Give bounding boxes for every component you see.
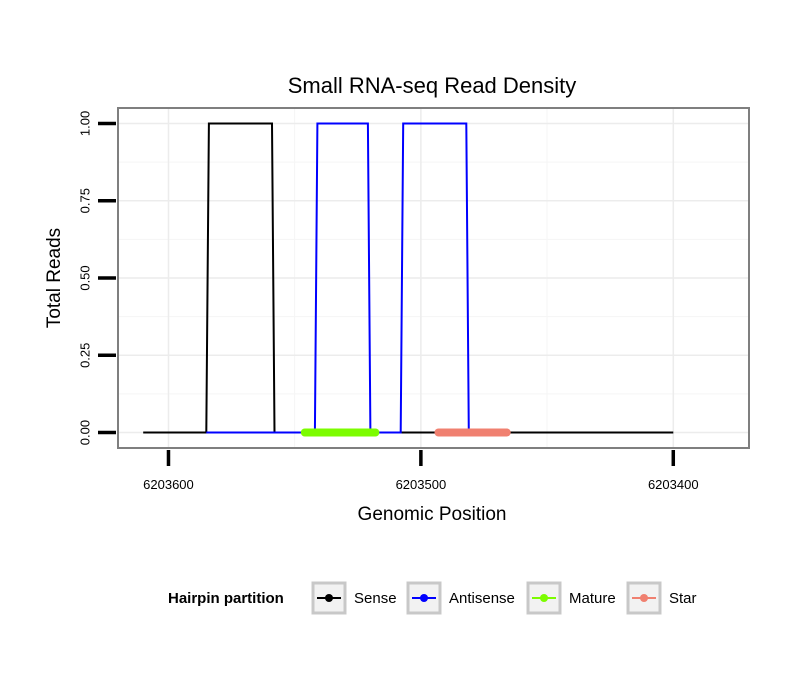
legend-label-antisense: Antisense: [449, 590, 515, 607]
x-axis-title: Genomic Position: [358, 504, 507, 525]
y-tick-label: 0.50: [77, 265, 92, 290]
legend-key-dot: [325, 594, 333, 602]
y-tick-label: 0.00: [77, 420, 92, 445]
series-antisense-line: [206, 122, 470, 434]
x-axis: 6203600 6203500 6203400: [143, 450, 699, 492]
legend-key-dot: [540, 594, 548, 602]
panel-border: [117, 107, 750, 449]
legend-key-dot: [640, 594, 648, 602]
chart-title: Small RNA-seq Read Density: [288, 73, 577, 98]
legend: Hairpin partition Sense Antisense Mature St…: [168, 581, 697, 615]
y-tick-label: 0.75: [77, 188, 92, 213]
x-tick-label: 6203400: [648, 477, 699, 492]
x-tick-label: 6203600: [143, 477, 194, 492]
legend-label-mature: Mature: [569, 590, 616, 607]
legend-key-dot: [420, 594, 428, 602]
y-tick-label: 1.00: [77, 111, 92, 136]
y-axis: 0.00 0.25 0.50 0.75 1.00: [77, 111, 116, 445]
y-axis-title: Total Reads: [44, 228, 65, 328]
legend-title: Hairpin partition: [168, 590, 284, 607]
legend-items: Sense Antisense Mature Star: [311, 581, 697, 615]
legend-label-star: Star: [669, 590, 697, 607]
series-layer: [143, 122, 674, 437]
y-tick-label: 0.25: [77, 343, 92, 368]
legend-label-sense: Sense: [354, 590, 397, 607]
x-tick-label: 6203500: [396, 477, 447, 492]
